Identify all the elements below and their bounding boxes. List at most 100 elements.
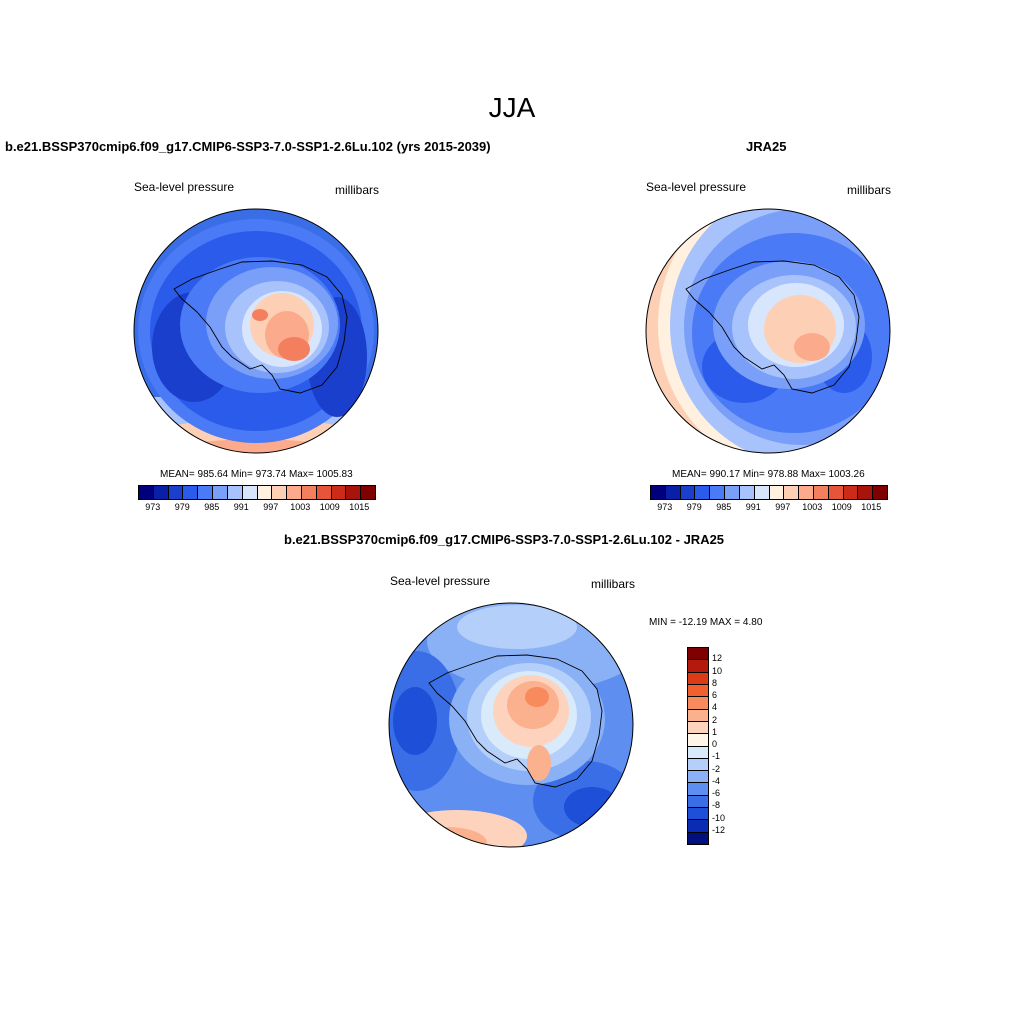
panel-2-colorbar-swatch <box>857 486 873 499</box>
panel-3-colorbar-swatch <box>688 831 708 844</box>
panel-3-colorbar-swatch <box>688 782 708 795</box>
panel-2-colorbar-tick-label: 991 <box>745 502 761 512</box>
panel-2-colorbar-swatch <box>812 486 828 499</box>
panel-1-colorbar-swatch <box>167 486 183 499</box>
panel-3-colorbar-swatch <box>688 807 708 820</box>
panel-3-colorbar-tick-label: 0 <box>712 739 718 749</box>
panel-2-colorbar-swatch <box>664 486 680 499</box>
panel-3-colorbar-swatch <box>688 794 708 808</box>
panel-3-colorbar-swatch <box>688 671 708 684</box>
panel-1-variable-label: Sea-level pressure <box>134 180 235 194</box>
panel-1-colorbar-swatch <box>241 486 257 499</box>
panel-2-colorbar-tick-label: 997 <box>775 502 791 512</box>
panel-2-colorbar-swatch <box>651 486 665 499</box>
panel-2-colorbar-tick-label: 1003 <box>802 502 823 512</box>
panel-2-colorbar <box>650 485 888 500</box>
panel-2-colorbar-swatch <box>694 486 710 499</box>
panel-3-colorbar-tick-label: 2 <box>712 714 718 725</box>
panel-3-map <box>388 602 634 848</box>
panel-3-colorbar-swatch <box>688 819 708 832</box>
panel-1-colorbar-swatch <box>139 486 153 499</box>
panel-2-colorbar-swatch <box>738 486 754 499</box>
panel-1-colorbar-swatch <box>330 486 346 499</box>
panel-1-colorbar-tick-label: 991 <box>233 502 249 512</box>
panel-3-colorbar <box>687 647 709 845</box>
panel-2-colorbar-swatch <box>753 486 769 499</box>
main-title: JJA <box>488 92 536 123</box>
panel-3-colorbar-swatch <box>688 770 708 783</box>
panel-3-colorbar-swatch <box>688 745 708 758</box>
panel-3-colorbar-tick-label: -4 <box>712 775 721 786</box>
panel-3-colorbar-swatch <box>688 757 708 771</box>
panel-3-colorbar-tick-label: -8 <box>712 800 721 811</box>
panel-2-colorbar-tick-label: 979 <box>686 502 702 512</box>
panel-3-colorbar-swatch <box>688 733 708 746</box>
panel-1-colorbar-swatch <box>345 486 361 499</box>
panel-3-colorbar-swatch <box>688 696 708 709</box>
panel-2-colorbar-swatch <box>709 486 725 499</box>
panel-1-colorbar-swatch <box>271 486 287 499</box>
panel-2-colorbar-swatch <box>724 486 739 499</box>
panel-2-colorbar-swatch <box>783 486 799 499</box>
panel-3-units-label: millibars <box>591 577 636 591</box>
panel-2-title: JRA25 <box>746 139 787 154</box>
panel-2-colorbar-swatch <box>872 486 887 499</box>
panel-1-colorbar-tick-label: 979 <box>174 502 190 512</box>
panel-1-units-label: millibars <box>335 183 380 197</box>
panel-2-colorbar-swatch <box>798 486 813 499</box>
panel-1-colorbar-tick-label: 973 <box>145 502 161 512</box>
panel-1-colorbar-swatch <box>315 486 331 499</box>
panel-3-colorbar-swatch <box>688 659 708 672</box>
panel-3-title: b.e21.BSSP370cmip6.f09_g17.CMIP6-SSP3-7.… <box>284 532 725 547</box>
panel-3-colorbar-tick-label: 12 <box>712 653 723 664</box>
panel-1-colorbar-swatch <box>212 486 227 499</box>
panel-3-stats: MIN = -12.19 MAX = 4.80 <box>649 617 763 628</box>
panel-2-colorbar-tick-label: 1015 <box>861 502 882 512</box>
panel-2-colorbar-swatch <box>679 486 695 499</box>
panel-1-colorbar-swatch <box>182 486 198 499</box>
panel-3-colorbar-tick-label: -12 <box>712 824 726 835</box>
panel-1-colorbar-swatch <box>152 486 168 499</box>
panel-3-colorbar-tick-label: -6 <box>712 788 721 798</box>
panel-1-colorbar-swatch <box>256 486 272 499</box>
panel-3-colorbar-swatch <box>688 648 708 660</box>
panel-1-colorbar-tick-label: 1003 <box>290 502 311 512</box>
panel-3-colorbar-tick-label: -10 <box>712 812 726 823</box>
panel-3-colorbar-swatch <box>688 708 708 721</box>
panel-2-colorbar-swatch <box>768 486 784 499</box>
panel-1-colorbar-tick-label: 1009 <box>319 502 340 512</box>
panel-1-colorbar-tick-label: 985 <box>204 502 220 512</box>
panel-2-colorbar-ticks: 973 979 985 991 997 1003 1009 1015 <box>650 502 886 514</box>
panel-1-colorbar-tick-label: 1015 <box>349 502 370 512</box>
panel-2-variable-label: Sea-level pressure <box>646 180 747 194</box>
panel-3-colorbar-tick-label: -2 <box>712 763 721 774</box>
panel-2-colorbar-tick-label: 973 <box>657 502 673 512</box>
panel-3-colorbar-tick-label: -1 <box>712 751 721 762</box>
panel-3-colorbar-ticks: 12 10 8 6 4 2 1 0 -1 -2 -4 -6 -8 -10 -12 <box>712 647 752 843</box>
panel-1-colorbar-tick-label: 997 <box>263 502 279 512</box>
panel-3-colorbar-tick-label: 1 <box>712 726 718 737</box>
panel-2-stats: MEAN= 990.17 Min= 978.88 Max= 1003.26 <box>672 469 865 480</box>
panel-1-colorbar-ticks: 973 979 985 991 997 1003 1009 1015 <box>138 502 374 514</box>
panel-2-map <box>645 208 891 454</box>
panel-1-colorbar-swatch <box>226 486 242 499</box>
panel-2-colorbar-swatch <box>842 486 858 499</box>
panel-3-colorbar-tick-label: 8 <box>712 677 718 688</box>
panel-3-colorbar-swatch <box>688 683 708 697</box>
panel-1-map <box>133 208 379 454</box>
panel-1-stats: MEAN= 985.64 Min= 973.74 Max= 1005.83 <box>160 469 353 480</box>
panel-1-colorbar <box>138 485 376 500</box>
panel-1-colorbar-swatch <box>286 486 301 499</box>
panel-1-colorbar-swatch <box>300 486 316 499</box>
panel-3-colorbar-swatch <box>688 720 708 734</box>
panel-2-colorbar-tick-label: 1009 <box>831 502 852 512</box>
panel-2-colorbar-tick-label: 985 <box>716 502 732 512</box>
panel-2-colorbar-swatch <box>827 486 843 499</box>
panel-1-colorbar-swatch <box>197 486 213 499</box>
panel-3-colorbar-tick-label: 10 <box>712 665 723 676</box>
panel-1-colorbar-swatch <box>360 486 375 499</box>
panel-3-variable-label: Sea-level pressure <box>390 574 491 588</box>
panel-2-units-label: millibars <box>847 183 892 197</box>
panel-3-colorbar-tick-label: 4 <box>712 702 718 713</box>
panel-1-title: b.e21.BSSP370cmip6.f09_g17.CMIP6-SSP3-7.… <box>5 139 491 154</box>
